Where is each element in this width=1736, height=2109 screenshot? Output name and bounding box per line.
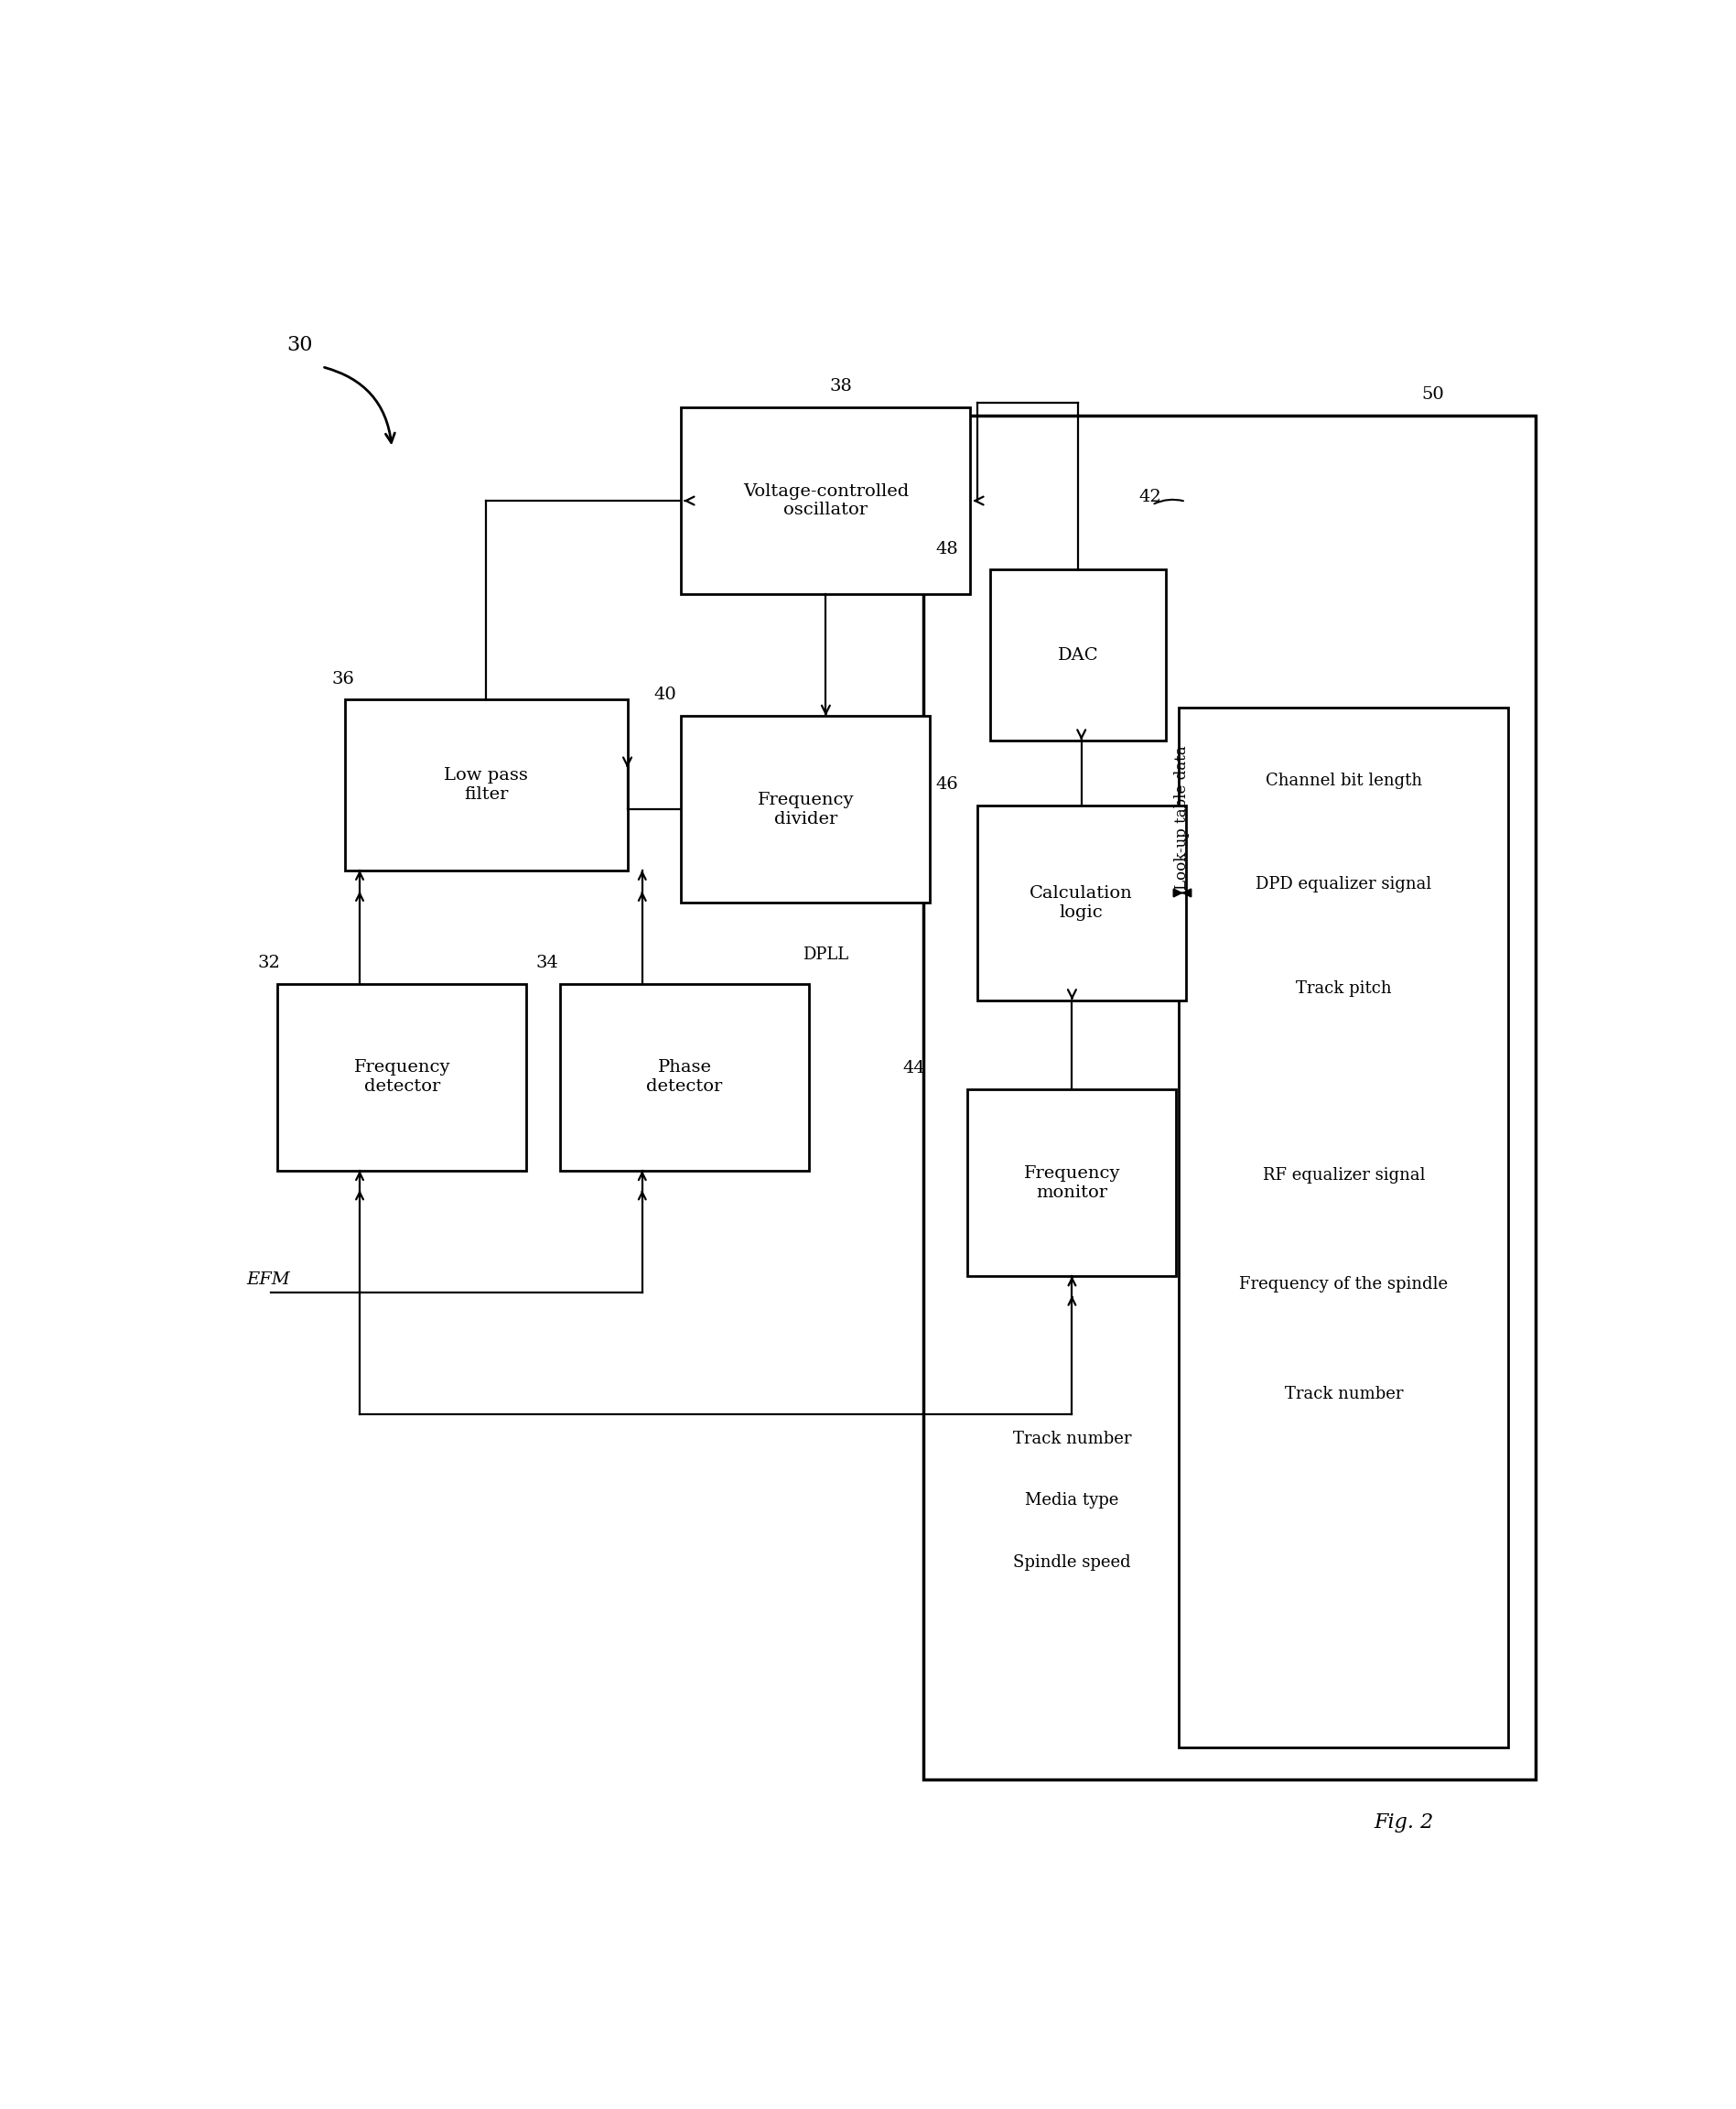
Text: Spindle speed: Spindle speed [1014, 1554, 1130, 1571]
Bar [278, 983, 526, 1170]
Text: 32: 32 [257, 955, 279, 972]
Text: Frequency of the spindle: Frequency of the spindle [1240, 1276, 1448, 1293]
Text: DAC: DAC [1057, 647, 1099, 662]
Text: 50: 50 [1422, 386, 1444, 403]
Text: Track number: Track number [1285, 1386, 1403, 1402]
Text: RF equalizer signal: RF equalizer signal [1262, 1166, 1425, 1183]
Text: 40: 40 [654, 688, 677, 702]
Bar [681, 407, 970, 595]
Text: 48: 48 [936, 540, 958, 557]
Text: Voltage-controlled
oscillator: Voltage-controlled oscillator [743, 483, 908, 519]
Text: 44: 44 [903, 1061, 925, 1078]
Bar [345, 700, 627, 871]
Text: Media type: Media type [1026, 1493, 1118, 1508]
Bar [967, 1090, 1177, 1276]
Text: 36: 36 [332, 671, 354, 688]
Text: Low pass
filter: Low pass filter [444, 768, 528, 804]
Text: Frequency
detector: Frequency detector [354, 1059, 450, 1095]
Text: Frequency
divider: Frequency divider [757, 791, 854, 827]
Text: Track number: Track number [1012, 1430, 1132, 1447]
Bar [1179, 709, 1509, 1746]
Text: Track pitch: Track pitch [1295, 981, 1392, 998]
Text: Frequency
monitor: Frequency monitor [1024, 1164, 1120, 1200]
Text: Phase
detector: Phase detector [646, 1059, 722, 1095]
Text: 46: 46 [936, 776, 958, 793]
Text: 34: 34 [536, 955, 559, 972]
Text: Calculation
logic: Calculation logic [1029, 886, 1134, 920]
Bar [681, 715, 930, 903]
Bar [977, 806, 1186, 1000]
Text: 30: 30 [286, 335, 312, 354]
Bar [561, 983, 809, 1170]
Text: DPD equalizer signal: DPD equalizer signal [1255, 875, 1432, 892]
Bar [991, 569, 1165, 740]
Text: DPLL: DPLL [802, 947, 849, 964]
Text: 42: 42 [1139, 489, 1161, 506]
Text: 38: 38 [830, 378, 852, 394]
Bar [924, 415, 1535, 1780]
Text: Look-up table data: Look-up table data [1175, 744, 1191, 890]
Text: Fig. 2: Fig. 2 [1375, 1814, 1434, 1833]
Text: EFM: EFM [247, 1272, 290, 1289]
Text: Channel bit length: Channel bit length [1266, 772, 1422, 789]
